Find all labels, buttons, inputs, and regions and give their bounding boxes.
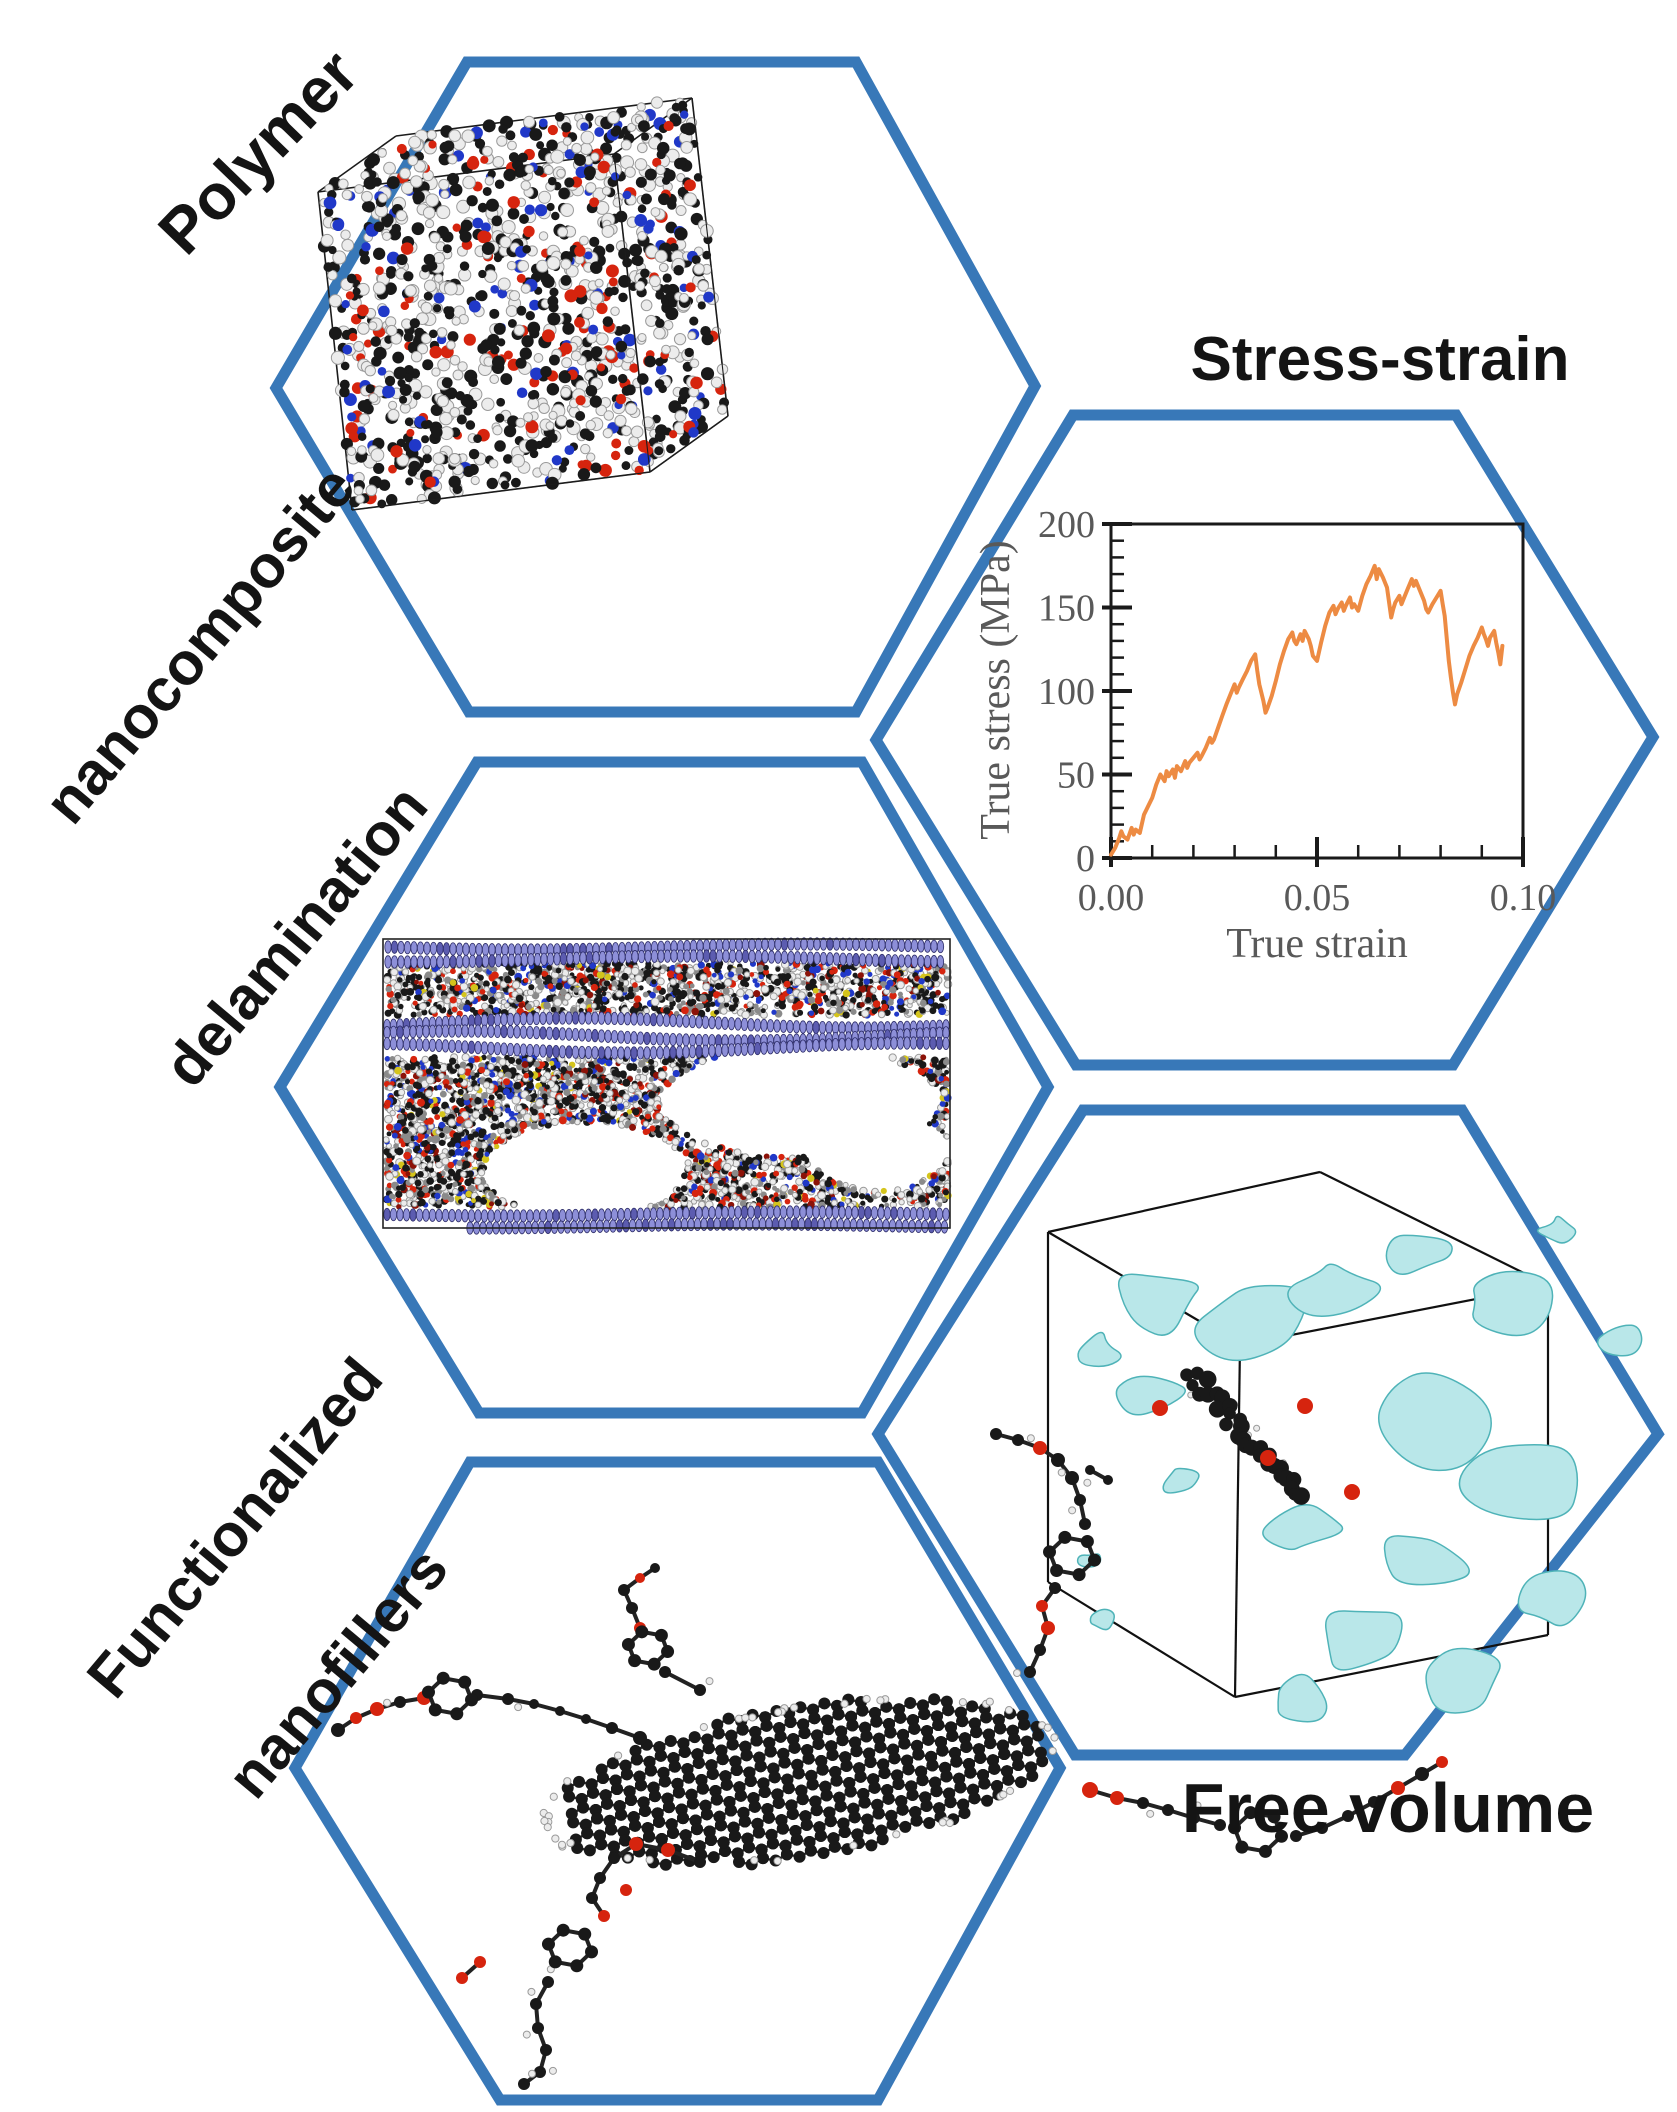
stress-strain-title: Stress-strain bbox=[1190, 325, 1570, 394]
x-axis-title: True strain bbox=[1226, 921, 1408, 967]
y-axis-title: True stress (MPa) bbox=[973, 540, 1019, 840]
free-volume-label: Free volume bbox=[1181, 1769, 1595, 1847]
